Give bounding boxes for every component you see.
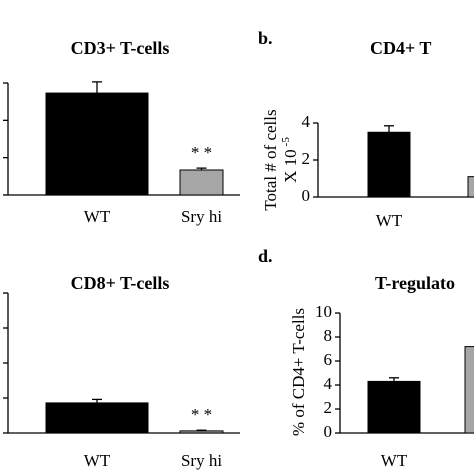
bar — [467, 176, 474, 198]
chart-title: CD8+ T-cells — [71, 273, 170, 293]
bar — [179, 169, 224, 196]
y-axis-label: % of CD4+ T-cells — [289, 308, 308, 436]
bar — [179, 430, 224, 434]
bar — [45, 92, 149, 196]
y-tick-label: 0 — [302, 186, 311, 205]
x-tick-label: WT — [376, 211, 403, 230]
chart-panel: CD4+ T b. Total # of cellsX 10 -5 0 2 4 WT — [258, 28, 474, 230]
chart-title: CD4+ T — [370, 38, 431, 58]
chart-title: T-regulato — [375, 273, 455, 293]
y-tick-label: 2 — [324, 398, 333, 417]
y-tick-label: 8 — [324, 326, 333, 345]
y-tick-label: 6 — [324, 350, 333, 369]
y-axis-label: Total # of cellsX 10 -5 — [261, 109, 300, 210]
panels: CD3+ T-cells WT Sry hi * * CD4+ T b. Total # o… — [3, 28, 474, 470]
bar — [367, 380, 421, 434]
chart-panel: CD3+ T-cells WT Sry hi * * — [3, 38, 240, 226]
bar — [367, 131, 411, 198]
y-tick-label: 4 — [324, 374, 333, 393]
panel-label: d. — [258, 246, 273, 266]
y-tick-label: 0 — [324, 422, 333, 441]
chart-title: CD3+ T-cells — [71, 38, 170, 58]
x-tick-label: WT — [84, 451, 111, 470]
y-axis-label-line: % of CD4+ T-cells — [289, 308, 308, 436]
x-tick-label: WT — [381, 451, 408, 470]
x-tick-label: Sry hi — [181, 207, 222, 226]
y-tick-label: 10 — [315, 302, 332, 321]
chart-panel: CD8+ T-cells WT Sry hi * * — [3, 273, 240, 470]
x-tick-label: WT — [84, 207, 111, 226]
y-axis-label-exponent: -5 — [280, 137, 292, 147]
significance: * * — [191, 143, 212, 162]
y-axis-label-line: Total # of cells — [261, 109, 280, 210]
x-tick-label: Sry hi — [181, 451, 222, 470]
bar — [45, 402, 149, 434]
panel-label: b. — [258, 28, 273, 48]
bar — [464, 346, 474, 434]
significance: * * — [191, 405, 212, 424]
y-tick-label: 4 — [302, 112, 311, 131]
y-axis-label-line: X 10 — [281, 149, 300, 183]
y-tick-label: 2 — [302, 149, 311, 168]
